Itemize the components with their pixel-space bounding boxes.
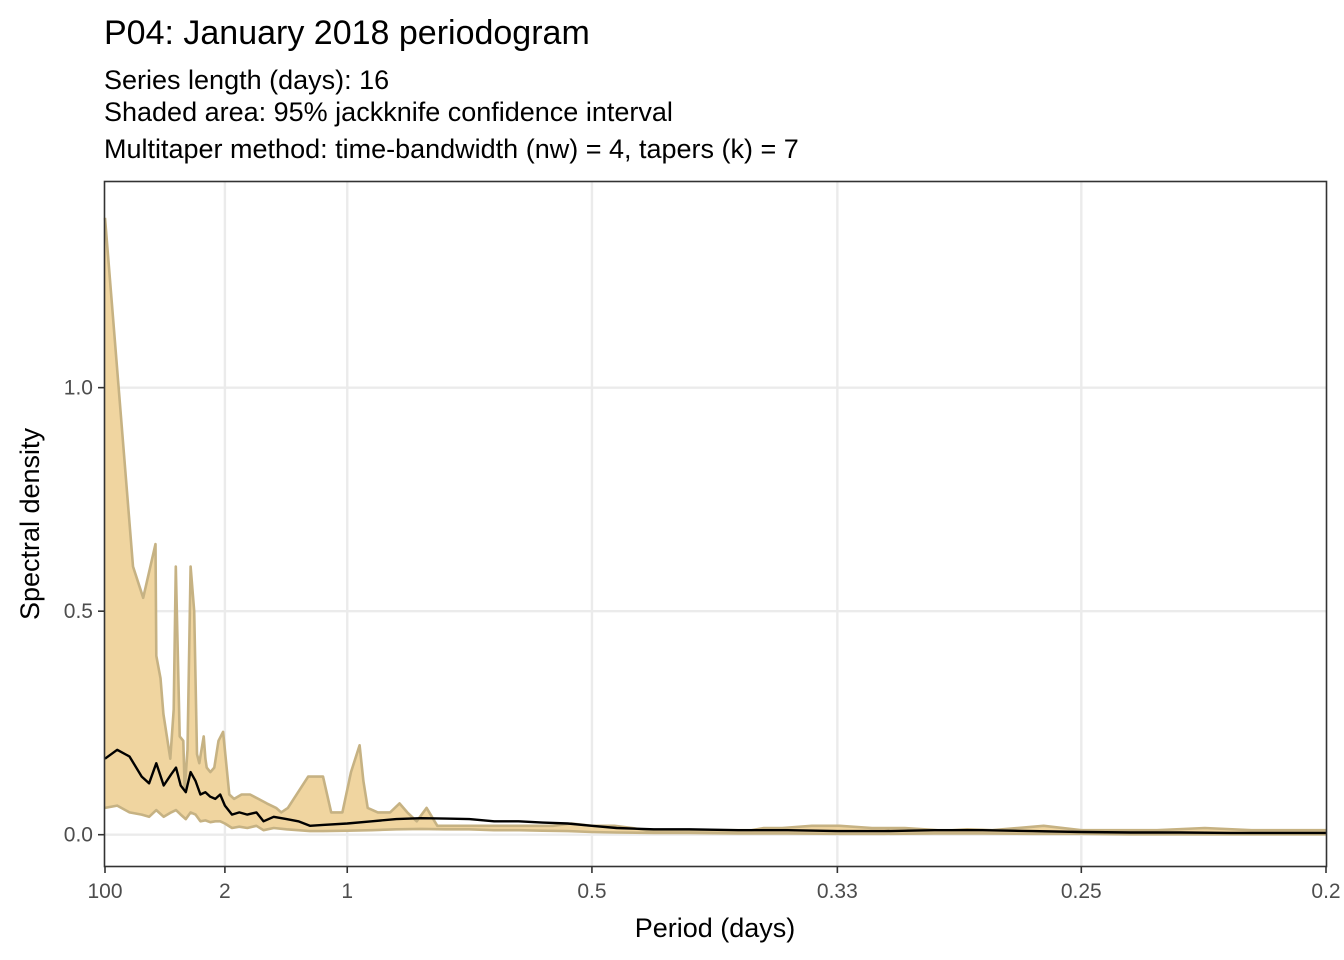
x-axis-ticks: 100 2 1 0.5 0.33 0.25 0.2 [87, 866, 1341, 903]
y-axis-title: Spectral density [15, 427, 45, 620]
x-tick-label: 0.25 [1061, 880, 1102, 903]
spectral-density-line [104, 748, 1326, 835]
x-tick-label: 0.5 [577, 880, 606, 903]
upper-bound-line [103, 217, 1326, 832]
y-axis-ticks: 0.0 0.5 1.0 [64, 377, 105, 847]
plot-panel-border [103, 180, 1328, 868]
y-tick-label: 0.0 [64, 824, 93, 847]
x-axis-title: Period (days) [635, 913, 796, 943]
chart-subtitle-line-2: Shaded area: 95% jackknife confidence in… [104, 97, 673, 127]
grid-lines [105, 182, 1326, 866]
chart-title: P04: January 2018 periodogram [104, 14, 590, 52]
x-tick-label: 2 [219, 880, 231, 903]
x-tick-label: 1 [341, 880, 353, 903]
estimate-line-layer [104, 748, 1326, 835]
confidence-band-layer [103, 217, 1326, 836]
y-tick-label: 0.5 [64, 600, 93, 623]
x-tick-label: 100 [87, 880, 122, 903]
y-tick-label: 1.0 [64, 377, 93, 400]
chart-subtitle-line-1: Series length (days): 16 [104, 65, 389, 95]
chart-subtitle-line-3: Multitaper method: time-bandwidth (nw) =… [104, 134, 799, 164]
x-tick-label: 0.33 [817, 880, 858, 903]
confidence-band-area [105, 217, 1326, 835]
lower-bound-line [104, 804, 1326, 836]
x-tick-label: 0.2 [1311, 880, 1340, 903]
